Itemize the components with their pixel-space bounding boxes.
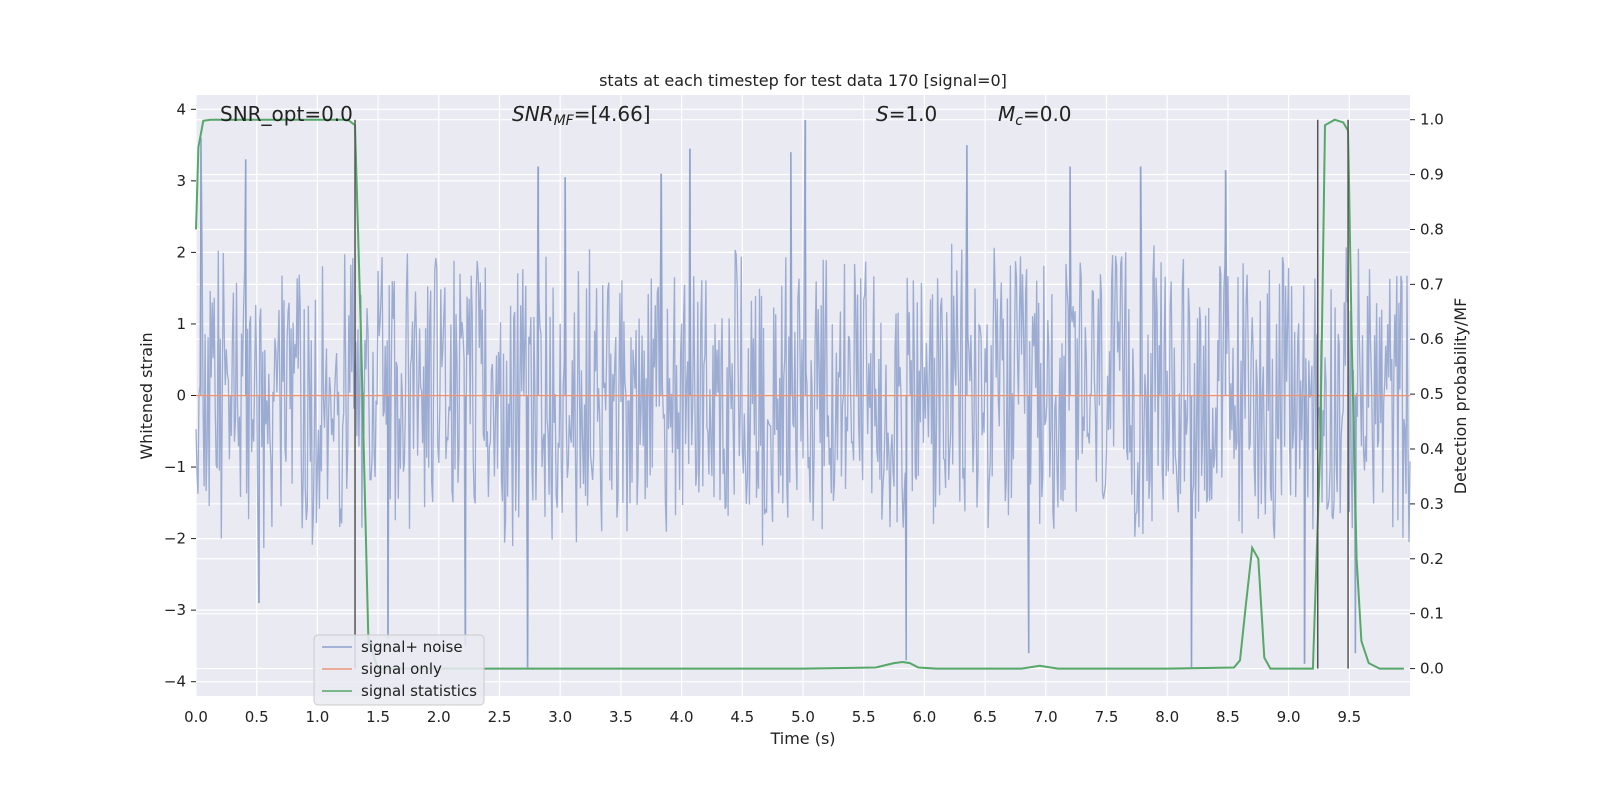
y2-tick-label: 0.3 (1420, 495, 1444, 513)
annotation-snr-mf-sub: MF (554, 113, 575, 129)
annotation-mc-var: M (998, 102, 1015, 126)
annotation-mc-sub: c (1015, 113, 1023, 129)
y-tick-label: 2 (176, 243, 186, 261)
x-tick-label: 1.0 (305, 708, 329, 726)
legend-label-signal-noise: signal+ noise (361, 638, 463, 656)
x-tick-label: 6.5 (973, 708, 997, 726)
annotation-s: S=1.0 (876, 102, 937, 126)
x-tick-label: 1.5 (366, 708, 390, 726)
annotation-snr-mf-var: SNR (512, 102, 554, 126)
y2-tick-label: 0.9 (1420, 166, 1444, 184)
x-tick-label: 5.5 (852, 708, 876, 726)
series-signal-noise (195, 119, 1411, 668)
y2-tick-label: 0.7 (1420, 275, 1444, 293)
annotation-snr-mf: SNRMF=[4.66] (512, 102, 651, 129)
y2-tick-label: 0.4 (1420, 440, 1444, 458)
x-tick-label: 5.0 (791, 708, 815, 726)
y-tick-label: −3 (164, 601, 186, 619)
x-tick-label: 2.5 (488, 708, 512, 726)
y-tick-label: 0 (176, 387, 186, 405)
annotation-s-var: S (876, 102, 889, 126)
y2-tick-label: 0.5 (1420, 385, 1444, 403)
x-axis-ticks: 0.0 0.5 1.0 1.5 2.0 2.5 3.0 3.5 4.0 4.5 5.0 5.5 6.0 6… (184, 708, 1361, 726)
y2-axis-label: Detection probability/MF (1451, 298, 1470, 495)
legend-box (313, 634, 485, 706)
y2-tick-label: 0.0 (1420, 660, 1444, 678)
x-tick-label: 0.0 (184, 708, 208, 726)
x-tick-label: 8.0 (1155, 708, 1179, 726)
x-tick-label: 7.0 (1034, 708, 1058, 726)
y-tick-label: 4 (176, 100, 186, 118)
y2-tick-label: 1.0 (1420, 111, 1444, 129)
x-tick-label: 3.5 (609, 708, 633, 726)
y-axis-ticks: −4 −3 −2 −1 0 1 2 3 4 (164, 100, 196, 691)
x-tick-label: 9.5 (1337, 708, 1361, 726)
signal-noise-line (195, 119, 1411, 668)
x-tick-label: 0.5 (245, 708, 269, 726)
x-tick-label: 4.0 (670, 708, 694, 726)
annotation-snr-opt: SNR_opt=0.0 (220, 102, 353, 126)
series-layer (195, 118, 1410, 670)
y2-tick-label: 0.8 (1420, 220, 1444, 238)
x-axis-label: Time (s) (769, 729, 835, 748)
annotation-mc: Mc=0.0 (998, 102, 1072, 129)
annotation-s-value: =1.0 (889, 102, 938, 126)
y-tick-label: 3 (176, 172, 186, 190)
annotation-mc-value: =0.0 (1023, 102, 1072, 126)
y2-axis-ticks: 0.0 0.1 0.2 0.3 0.4 0.5 0.6 0.7 0.8 0.9 1.0 (1410, 111, 1444, 678)
vertical-markers (354, 119, 1349, 669)
x-tick-label: 9.0 (1277, 708, 1301, 726)
x-tick-label: 8.5 (1216, 708, 1240, 726)
x-tick-label: 3.0 (548, 708, 572, 726)
y-axis-label: Whitened strain (137, 332, 156, 459)
x-tick-label: 7.5 (1095, 708, 1119, 726)
x-tick-label: 6.0 (912, 708, 936, 726)
y-tick-label: −1 (164, 458, 186, 476)
y2-tick-label: 0.1 (1420, 605, 1444, 623)
x-tick-label: 4.5 (730, 708, 754, 726)
legend-label-signal-only: signal only (361, 660, 442, 678)
annotation-snr-mf-value: =[4.66] (574, 102, 651, 126)
x-tick-label: 2.0 (427, 708, 451, 726)
signal-statistics-line (195, 118, 1404, 670)
y2-tick-label: 0.2 (1420, 550, 1444, 568)
y2-tick-label: 0.6 (1420, 330, 1444, 348)
y-tick-label: −2 (164, 530, 186, 548)
chart-title: stats at each timestep for test data 170… (599, 71, 1007, 90)
legend: signal+ noise signal only signal statist… (313, 634, 485, 706)
y-tick-label: 1 (176, 315, 186, 333)
annotations: SNR_opt=0.0 SNRMF=[4.66] S=1.0 Mc=0.0 (220, 102, 1072, 129)
legend-label-signal-statistics: signal statistics (361, 682, 477, 700)
y-tick-label: −4 (164, 673, 186, 691)
